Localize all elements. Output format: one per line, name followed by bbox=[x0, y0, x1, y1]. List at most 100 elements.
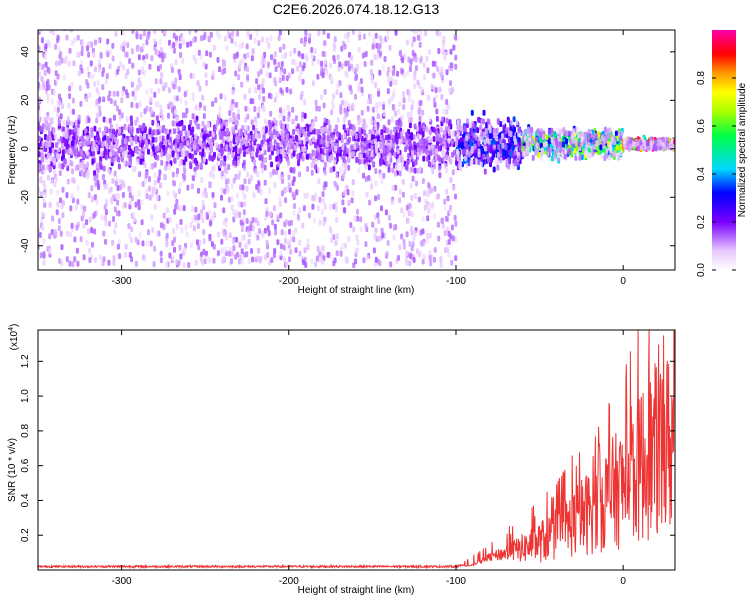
spectrogram-cell bbox=[614, 130, 618, 137]
spectrogram-cell bbox=[166, 190, 170, 197]
spectrogram-cell bbox=[287, 148, 291, 155]
spectrogram-cell bbox=[218, 106, 222, 113]
spectrogram-cell bbox=[192, 21, 195, 27]
spectrogram-cell bbox=[323, 88, 327, 95]
spectrogram-cell bbox=[118, 128, 122, 134]
colorbar-gradient bbox=[712, 30, 736, 270]
spectrogram-cell bbox=[215, 160, 219, 167]
spectrogram-cell bbox=[330, 75, 333, 82]
spectrogram-cell bbox=[38, 163, 41, 170]
spectrogram-cell bbox=[153, 186, 157, 193]
spectrogram-cell bbox=[486, 153, 490, 160]
spectrogram-cell bbox=[403, 53, 407, 60]
spectrogram-cell bbox=[227, 164, 231, 170]
spectrogram-cell bbox=[144, 139, 148, 146]
spectrogram-cell bbox=[299, 152, 303, 159]
spectrogram-cell bbox=[470, 109, 474, 116]
spectrogram-cell bbox=[302, 205, 306, 212]
spectrogram-cell bbox=[151, 227, 155, 233]
spectrogram-cell bbox=[216, 56, 220, 63]
spectrogram-cell bbox=[293, 203, 296, 210]
spectrogram-cell bbox=[167, 87, 171, 94]
spectrogram-cell bbox=[375, 147, 378, 154]
spectrogram-cell bbox=[153, 203, 157, 210]
spectrogram-cell bbox=[401, 91, 405, 98]
spectrogram-cell bbox=[178, 74, 182, 81]
spectrogram-cell bbox=[379, 143, 383, 150]
spectrogram-cell bbox=[359, 216, 363, 223]
spectrogram-cell bbox=[243, 164, 247, 171]
spectrogram-cell bbox=[405, 250, 409, 257]
spectrogram-cell bbox=[62, 119, 66, 126]
spectrogram-cell bbox=[287, 174, 291, 181]
spectrogram-cell bbox=[432, 126, 436, 133]
spectrogram-cell bbox=[42, 179, 46, 186]
spectrogram-cell bbox=[314, 116, 318, 122]
spectrogram-cell bbox=[459, 124, 463, 131]
spectrogram-cell bbox=[61, 212, 65, 219]
spectrogram-cell bbox=[202, 113, 206, 120]
spectrogram-cell bbox=[43, 191, 47, 198]
spectrogram-cell bbox=[68, 93, 72, 100]
spectrogram-cell bbox=[75, 247, 79, 254]
spectrogram-cell bbox=[232, 245, 236, 252]
spectrogram-cell bbox=[280, 190, 284, 197]
spectrogram-cell bbox=[314, 261, 318, 268]
spectrogram-cell bbox=[420, 240, 424, 247]
spectrogram-cell bbox=[196, 80, 200, 87]
spectrogram-cell bbox=[607, 154, 611, 161]
spectrogram-cell bbox=[220, 123, 223, 130]
spectrogram-y-tick-label: 20 bbox=[20, 94, 31, 106]
spectrogram-cell bbox=[380, 37, 384, 44]
spectrogram-cell bbox=[104, 220, 108, 227]
spectrogram-cell bbox=[151, 136, 155, 143]
spectrogram-cell bbox=[162, 224, 166, 230]
spectrogram-cell bbox=[317, 105, 321, 112]
spectrogram-cell bbox=[254, 168, 258, 175]
spectrogram-cell bbox=[412, 36, 416, 43]
spectrogram-cell bbox=[400, 68, 404, 75]
spectrogram-cell bbox=[213, 151, 216, 158]
spectrogram-cell bbox=[220, 238, 224, 245]
spectrogram-cell bbox=[413, 123, 417, 130]
spectrogram-cell bbox=[422, 125, 426, 132]
spectrogram-cell bbox=[134, 236, 138, 243]
spectrogram-cell bbox=[447, 104, 451, 111]
spectrogram-cell bbox=[616, 154, 620, 161]
spectrogram-cell bbox=[59, 113, 63, 120]
spectrogram-cell bbox=[278, 46, 282, 53]
spectrogram-cell bbox=[87, 192, 91, 199]
spectrogram-cell bbox=[367, 164, 371, 171]
spectrogram-cell bbox=[410, 194, 414, 201]
spectrogram-cell bbox=[396, 165, 400, 172]
spectrogram-cell bbox=[224, 221, 228, 228]
spectrogram-cell bbox=[273, 182, 277, 188]
spectrogram-cell bbox=[393, 151, 397, 158]
spectrogram-cell bbox=[325, 141, 329, 148]
spectrogram-cell bbox=[108, 63, 112, 70]
spectrogram-cell bbox=[160, 159, 164, 166]
spectrogram-cell bbox=[297, 50, 301, 57]
spectrogram-cell bbox=[324, 126, 328, 133]
spectrogram-cell bbox=[174, 40, 178, 47]
spectrogram-cell bbox=[310, 47, 314, 53]
spectrogram-cell bbox=[291, 118, 295, 125]
spectrogram-cell bbox=[172, 120, 176, 127]
spectrogram-cell bbox=[355, 234, 359, 241]
spectrogram-cell bbox=[323, 181, 327, 188]
spectrogram-cell bbox=[600, 153, 604, 160]
spectrogram-cell bbox=[52, 30, 55, 36]
spectrogram-cell bbox=[425, 232, 429, 239]
spectrogram-cell bbox=[219, 93, 223, 100]
spectrogram-cell bbox=[113, 206, 117, 213]
spectrogram-cell bbox=[251, 150, 255, 157]
spectrogram-cell bbox=[657, 140, 661, 147]
spectrogram-cell bbox=[47, 122, 51, 129]
spectrogram-cell bbox=[399, 49, 402, 56]
spectrogram-cell bbox=[121, 23, 124, 29]
spectrogram-cell bbox=[187, 262, 191, 268]
spectrogram-cell bbox=[153, 245, 157, 252]
spectrogram-cell bbox=[336, 82, 340, 89]
